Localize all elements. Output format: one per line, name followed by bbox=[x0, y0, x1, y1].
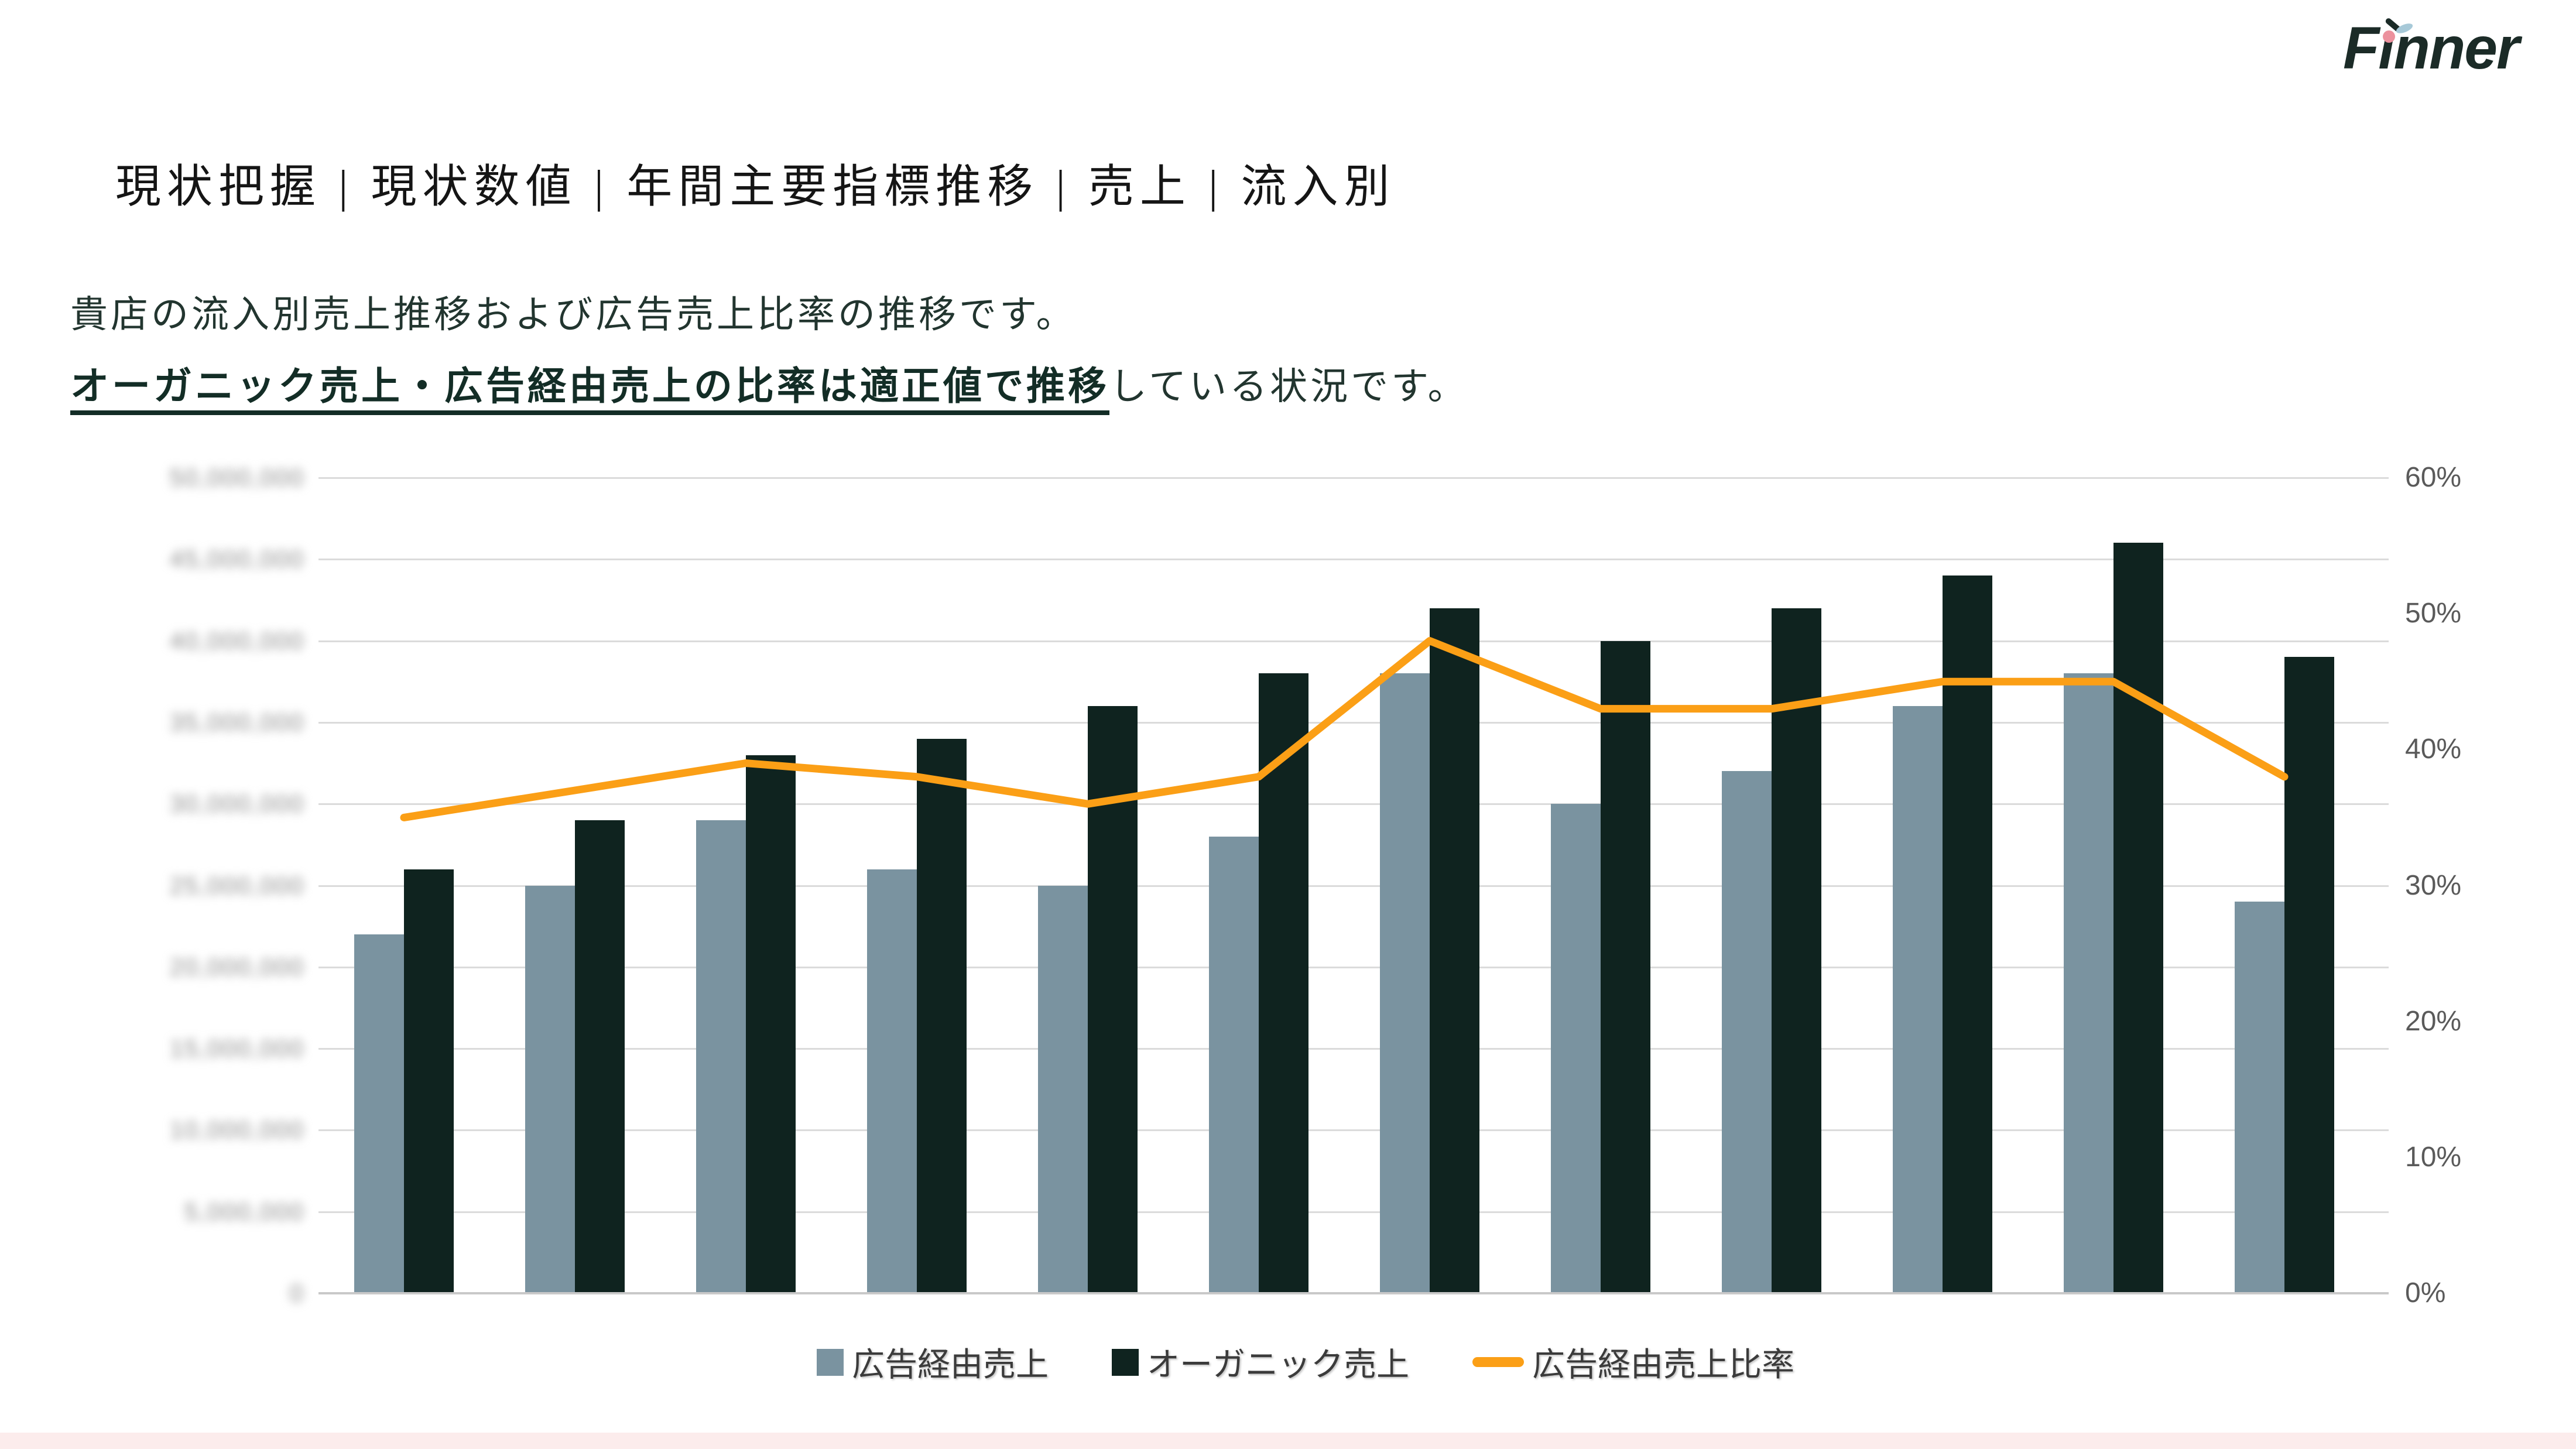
bar-オーガニック売上-6 bbox=[1259, 673, 1308, 1293]
bar-オーガニック売上-12 bbox=[2284, 657, 2334, 1293]
y-left-tick: 5,000,000 bbox=[184, 1197, 304, 1225]
y-left-tick: 40,000,000 bbox=[169, 626, 304, 655]
bar-広告経由売上-9 bbox=[1722, 771, 1772, 1293]
bar-広告経由売上-1 bbox=[354, 934, 404, 1293]
gridline bbox=[318, 1048, 2389, 1050]
bar-オーガニック売上-3 bbox=[746, 755, 796, 1293]
ratio-line-layer bbox=[400, 637, 2289, 821]
y-left-tick: 30,000,000 bbox=[169, 790, 304, 818]
chart-plot-area bbox=[318, 477, 2389, 1294]
ratio-line bbox=[400, 637, 2289, 821]
legend-swatch-organic-sales bbox=[1112, 1348, 1139, 1376]
gridline bbox=[318, 559, 2389, 561]
chart-legend: 広告経由売上 オーガニック売上 広告経由売上比率 bbox=[817, 1338, 1794, 1386]
bar-広告経由売上-4 bbox=[867, 869, 917, 1293]
bar-広告経由売上-11 bbox=[2064, 673, 2113, 1293]
y-left-tick: 45,000,000 bbox=[169, 545, 304, 573]
bar-広告経由売上-12 bbox=[2235, 902, 2284, 1293]
finner-wordmark: Fınner bbox=[2343, 15, 2520, 81]
legend-label-ad-sales: 広告経由売上 bbox=[852, 1346, 1049, 1383]
legend-item-ad-ratio: 広告経由売上比率 bbox=[1472, 1338, 1794, 1386]
bar-広告経由売上-8 bbox=[1551, 804, 1601, 1293]
finner-logo: Fınner bbox=[2343, 11, 2565, 98]
bar-オーガニック売上-10 bbox=[1943, 576, 1992, 1293]
bar-オーガニック売上-9 bbox=[1772, 608, 1821, 1293]
description: 貴店の流入別売上推移および広告売上比率の推移です。 オーガニック売上・広告経由売… bbox=[70, 285, 1468, 415]
bar-オーガニック売上-1 bbox=[404, 869, 454, 1293]
y-left-tick: 15,000,000 bbox=[169, 1034, 304, 1063]
y-left-tick: 35,000,000 bbox=[169, 708, 304, 736]
bar-広告経由売上-6 bbox=[1209, 836, 1259, 1293]
y-right-tick: 10% bbox=[2405, 1141, 2462, 1173]
bar-オーガニック売上-4 bbox=[917, 738, 967, 1293]
gridline bbox=[318, 803, 2389, 806]
gridline bbox=[318, 885, 2389, 887]
gridline bbox=[318, 966, 2389, 968]
y-right-tick: 30% bbox=[2405, 869, 2462, 901]
page-title: 現状把握 | 現状数値 | 年間主要指標推移 | 売上 | 流入別 bbox=[115, 161, 1396, 212]
legend-line-icon bbox=[1472, 1357, 1524, 1367]
gridline bbox=[318, 477, 2389, 479]
legend-label-organic-sales: オーガニック売上 bbox=[1147, 1346, 1409, 1383]
bar-広告経由売上-7 bbox=[1380, 673, 1430, 1293]
y-axis-left: 50,000,000 45,000,000 40,000,000 35,000,000… bbox=[76, 464, 304, 1307]
gridline bbox=[318, 1129, 2389, 1132]
bar-広告経由売上-3 bbox=[696, 820, 746, 1293]
description-line1: 貴店の流入別売上推移および広告売上比率の推移です。 bbox=[70, 294, 1077, 335]
bar-広告経由売上-5 bbox=[1038, 885, 1088, 1293]
legend-item-ad-sales: 広告経由売上 bbox=[817, 1338, 1049, 1386]
bar-広告経由売上-2 bbox=[525, 885, 575, 1293]
y-right-tick: 20% bbox=[2405, 1005, 2462, 1037]
description-line2-rest: している状況です。 bbox=[1109, 366, 1468, 407]
y-left-tick: 10,000,000 bbox=[169, 1116, 304, 1144]
y-axis-right: 60% 50% 40% 30% 20% 10% 0% bbox=[2405, 462, 2557, 1308]
description-emphasis: オーガニック売上・広告経由売上の比率は適正値で推移 bbox=[70, 364, 1109, 415]
bar-広告経由売上-10 bbox=[1893, 706, 1943, 1293]
y-left-tick: 20,000,000 bbox=[169, 953, 304, 981]
legend-swatch-ad-sales bbox=[817, 1348, 844, 1376]
y-left-tick: 50,000,000 bbox=[169, 464, 304, 491]
bar-オーガニック売上-7 bbox=[1430, 608, 1479, 1293]
y-left-tick: 25,000,000 bbox=[169, 871, 304, 899]
y-right-tick: 40% bbox=[2405, 734, 2462, 765]
y-left-tick: 0 bbox=[289, 1279, 304, 1307]
y-right-tick: 60% bbox=[2405, 462, 2462, 493]
description-line2: オーガニック売上・広告経由売上の比率は適正値で推移している状況です。 bbox=[70, 355, 1468, 415]
legend-item-organic-sales: オーガニック売上 bbox=[1112, 1338, 1409, 1386]
gridline bbox=[318, 721, 2389, 724]
gridline bbox=[318, 1211, 2389, 1213]
legend-label-ad-ratio: 広告経由売上比率 bbox=[1532, 1346, 1794, 1383]
gridline bbox=[318, 640, 2389, 642]
bar-オーガニック売上-2 bbox=[575, 820, 625, 1293]
bar-オーガニック売上-11 bbox=[2113, 543, 2163, 1293]
x-axis-line bbox=[318, 1292, 2389, 1294]
logo-berry-icon bbox=[2383, 30, 2395, 43]
footer-accent-bar bbox=[0, 1433, 2576, 1449]
y-right-tick: 0% bbox=[2405, 1277, 2446, 1308]
bar-オーガニック売上-8 bbox=[1601, 640, 1650, 1293]
y-right-tick: 50% bbox=[2405, 598, 2462, 629]
